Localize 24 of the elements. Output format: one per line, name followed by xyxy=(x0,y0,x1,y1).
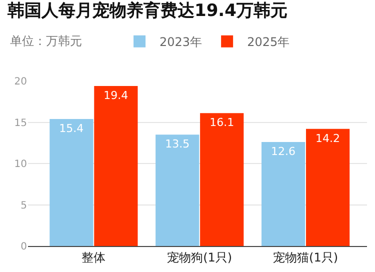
y-tick-label: 20 xyxy=(14,76,27,88)
x-tick-label: 整体 xyxy=(82,250,106,264)
data-label: 12.6 xyxy=(271,145,296,158)
data-label: 15.4 xyxy=(59,122,84,135)
legend-label: 2023年 xyxy=(160,35,202,50)
data-label: 14.2 xyxy=(316,132,340,145)
y-tick-label: 5 xyxy=(20,200,27,212)
x-tick-label: 宠物狗(1只) xyxy=(167,250,232,264)
y-tick-label: 0 xyxy=(20,242,27,252)
bar xyxy=(94,86,138,246)
bar xyxy=(262,142,306,246)
legend-label: 2025年 xyxy=(247,35,290,50)
bar xyxy=(50,118,94,246)
data-label: 16.1 xyxy=(210,116,234,130)
y-tick-label: 10 xyxy=(14,159,27,170)
y-tick-label: 15 xyxy=(14,118,27,129)
x-tick-label: 宠物猫(1只) xyxy=(273,250,338,264)
bar xyxy=(200,113,244,246)
data-label: 13.5 xyxy=(165,138,190,151)
bar xyxy=(156,134,200,246)
bar xyxy=(306,128,350,246)
data-label: 19.4 xyxy=(104,88,128,102)
chart-title: 韩国人每月宠物养育费达19.4万韩元 xyxy=(6,0,288,21)
chart-subtitle: 单位：万韩元 xyxy=(10,34,82,48)
